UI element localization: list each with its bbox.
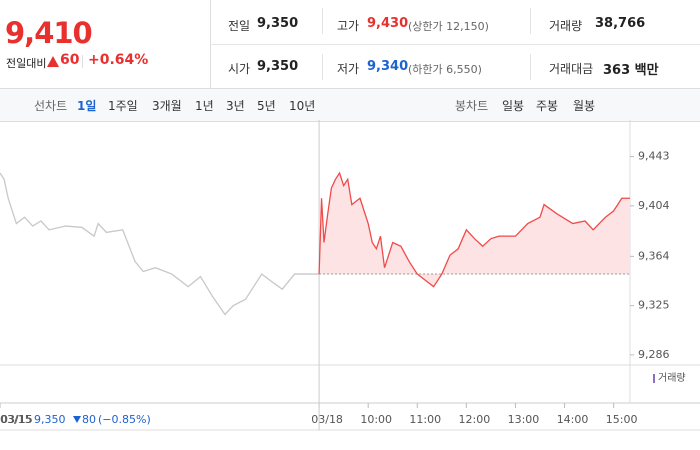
y-tick-label: 9,443 bbox=[638, 150, 670, 163]
divider bbox=[530, 54, 531, 80]
x-tick-label: 15:00 bbox=[606, 413, 638, 426]
stat-label: 거래량 bbox=[549, 19, 583, 33]
stat-value: 38,766 bbox=[595, 16, 646, 31]
x-tick-label: 13:00 bbox=[508, 413, 540, 426]
y-tick-label: 9,325 bbox=[638, 299, 670, 312]
divider bbox=[322, 54, 323, 80]
price: 9,410 bbox=[5, 16, 93, 50]
price-line bbox=[318, 171, 630, 288]
prev-rate: (−0.85%) bbox=[98, 413, 151, 426]
x-tick-label: 12:00 bbox=[459, 413, 491, 426]
down-arrow bbox=[73, 416, 81, 423]
change-label: 전일대비 bbox=[6, 57, 47, 70]
up-arrow bbox=[47, 56, 59, 67]
tab[interactable]: 월봉 bbox=[573, 99, 596, 113]
x-tick-label: 03/15 bbox=[0, 413, 32, 426]
divider bbox=[322, 8, 323, 34]
stat-value: 9,350 bbox=[257, 59, 299, 74]
x-tick-label: 14:00 bbox=[557, 413, 589, 426]
stat-note: (하한가 6,550) bbox=[408, 63, 482, 76]
prev-change: 80 bbox=[82, 413, 96, 426]
tab[interactable]: 5년 bbox=[257, 99, 276, 113]
tab-label: 봉차트 bbox=[455, 99, 489, 113]
stat-note: (상한가 12,150) bbox=[408, 20, 489, 33]
price-line bbox=[0, 172, 320, 316]
prev-price: 9,350 bbox=[34, 413, 66, 426]
stat-label: 시가 bbox=[228, 62, 251, 76]
tab[interactable]: 10년 bbox=[289, 99, 316, 113]
x-tick-label: 03/18 bbox=[311, 413, 343, 426]
stat-value: 9,340 bbox=[367, 59, 409, 74]
y-tick-label: 9,286 bbox=[638, 348, 670, 361]
tab-label: 선차트 bbox=[34, 99, 68, 113]
footer-date: 03/15 bbox=[1, 413, 33, 426]
tab[interactable]: 3년 bbox=[226, 99, 245, 113]
volume-legend-icon bbox=[653, 374, 655, 383]
stat-value: 9,430 bbox=[367, 16, 409, 31]
divider bbox=[210, 44, 700, 45]
tab[interactable]: 3개월 bbox=[152, 99, 182, 113]
stat-value: 363 백만 bbox=[603, 63, 659, 78]
stat-label: 거래대금 bbox=[549, 62, 594, 76]
tab[interactable]: 1주일 bbox=[108, 99, 138, 113]
stat-value: 9,350 bbox=[257, 16, 299, 31]
x-tick-label: 10:00 bbox=[360, 413, 392, 426]
tab[interactable]: 주봉 bbox=[536, 99, 559, 113]
chart: 9,443 9,404 9,364 9,325 9,286 03/15 03/18 10:00… bbox=[0, 120, 700, 431]
stat-label: 전일 bbox=[228, 19, 251, 33]
change-rate: +0.64% bbox=[88, 52, 149, 68]
stat-label: 저가 bbox=[337, 62, 360, 76]
stat-label: 고가 bbox=[337, 19, 360, 33]
y-tick-label: 9,364 bbox=[638, 249, 670, 262]
y-tick-label: 9,404 bbox=[638, 199, 670, 212]
divider bbox=[82, 55, 83, 68]
divider bbox=[530, 8, 531, 34]
tab[interactable]: 1년 bbox=[195, 99, 214, 113]
change: 60 bbox=[60, 52, 80, 68]
tab-bar: 선차트 1일 1주일 3개월 1년 3년 5년 10년 봉차트 일봉 주봉 월봉 bbox=[0, 88, 700, 122]
area-fill bbox=[319, 173, 630, 287]
volume-legend: 거래량 bbox=[658, 372, 686, 384]
tab[interactable]: 1일 bbox=[77, 99, 97, 113]
x-tick-label: 11:00 bbox=[409, 413, 441, 426]
tab[interactable]: 일봉 bbox=[502, 99, 525, 113]
